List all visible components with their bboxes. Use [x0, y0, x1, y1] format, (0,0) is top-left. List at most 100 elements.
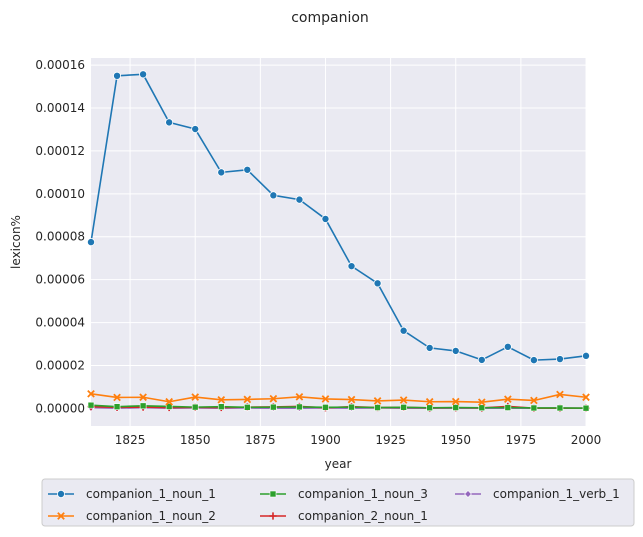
data-point: [165, 118, 174, 127]
x-axis-label: year: [325, 457, 352, 471]
data-point: [426, 404, 433, 412]
data-point: [348, 403, 355, 411]
data-point: [139, 70, 148, 79]
legend-label: companion_2_noun_1: [298, 509, 428, 523]
data-point: [347, 395, 356, 404]
data-point: [347, 262, 356, 271]
data-point: [165, 403, 173, 410]
data-point: [139, 402, 147, 410]
data-point: [139, 393, 147, 402]
y-tick-label: 0.00006: [35, 273, 85, 287]
legend-item: companion_1_noun_3: [260, 487, 428, 501]
legend-marker: [269, 490, 277, 498]
data-point: [217, 168, 226, 177]
data-point: [321, 395, 330, 403]
data-point: [374, 404, 381, 411]
legend-marker: [464, 490, 472, 498]
legend-item: companion_1_noun_1: [48, 487, 216, 501]
series-companion_1_noun_2: [87, 389, 590, 407]
series-companion_1_noun_3: [87, 401, 590, 412]
data-point: [244, 404, 251, 411]
data-point: [191, 125, 200, 134]
data-point: [269, 394, 278, 403]
data-point: [504, 395, 512, 404]
data-point: [113, 393, 121, 402]
y-tick-label: 0.00008: [35, 230, 85, 244]
data-point: [556, 404, 564, 412]
x-axis: 1825 1850 1875 1900 1925 1950 1975 2000: [115, 433, 601, 447]
data-point: [87, 238, 96, 247]
legend-item: companion_2_noun_1: [260, 509, 428, 523]
data-point: [295, 195, 304, 204]
data-point: [530, 396, 538, 405]
data-point: [582, 404, 590, 412]
x-tick-label: 1850: [180, 433, 211, 447]
data-point: [217, 403, 225, 410]
legend-marker: [57, 489, 66, 498]
data-point: [373, 279, 382, 288]
data-point: [452, 404, 460, 411]
data-point: [555, 355, 564, 364]
data-point: [113, 71, 122, 80]
data-point: [373, 397, 382, 405]
data-point: [477, 355, 486, 364]
legend-marker: [269, 512, 277, 520]
data-point: [87, 389, 95, 398]
data-point: [243, 395, 252, 404]
data-point: [191, 403, 199, 411]
legend-label: companion_1_verb_1: [493, 487, 620, 501]
data-point: [321, 214, 330, 223]
series-line: [90, 393, 587, 403]
data-point: [504, 404, 512, 411]
data-point: [582, 351, 591, 360]
y-tick-label: 0.00004: [35, 316, 85, 330]
data-point: [399, 396, 408, 404]
y-tick-label: 0.00002: [35, 358, 85, 372]
legend-item: companion_1_verb_1: [455, 487, 620, 501]
x-tick-label: 2000: [571, 433, 602, 447]
data-point: [399, 326, 408, 335]
chart-title: companion: [291, 10, 369, 26]
y-axis: 0.00000 0.00002 0.00004 0.00006 0.00008 0.000…: [35, 58, 85, 415]
x-tick-label: 1950: [440, 433, 471, 447]
legend-label: companion_1_noun_3: [298, 487, 428, 501]
series-line: [90, 404, 587, 409]
data-point: [113, 403, 121, 410]
series-layer: [87, 70, 591, 413]
data-point: [165, 397, 173, 406]
y-tick-label: 0.00010: [35, 187, 85, 201]
data-point: [530, 404, 538, 412]
data-point: [296, 403, 303, 411]
data-point: [451, 346, 460, 355]
legend-marker: [57, 512, 65, 520]
data-point: [451, 397, 460, 406]
data-point: [425, 343, 434, 352]
data-point: [270, 403, 277, 411]
legend-label: companion_1_noun_1: [86, 487, 216, 501]
x-tick-label: 1825: [115, 433, 146, 447]
data-point: [322, 404, 329, 411]
series-line: [90, 73, 587, 361]
x-tick-label: 1925: [375, 433, 406, 447]
y-axis-label: lexicon%: [9, 215, 23, 269]
x-tick-label: 1975: [506, 433, 537, 447]
legend-label: companion_1_noun_2: [86, 509, 216, 523]
data-point: [217, 395, 226, 404]
x-tick-label: 1875: [245, 433, 276, 447]
data-point: [477, 398, 486, 407]
data-point: [295, 392, 304, 401]
y-tick-label: 0.00016: [35, 58, 85, 72]
data-point: [503, 342, 512, 351]
y-tick-label: 0.00000: [35, 401, 85, 415]
data-point: [529, 356, 538, 365]
x-tick-label: 1900: [310, 433, 341, 447]
y-tick-label: 0.00012: [35, 144, 85, 158]
data-point: [269, 191, 278, 200]
legend: companion_1_noun_1 companion_1_noun_2 comp…: [41, 478, 635, 527]
data-point: [425, 397, 434, 406]
legend-item: companion_1_noun_2: [48, 509, 216, 523]
data-point: [478, 404, 486, 412]
legend-box: [41, 478, 635, 527]
data-point: [243, 165, 252, 174]
